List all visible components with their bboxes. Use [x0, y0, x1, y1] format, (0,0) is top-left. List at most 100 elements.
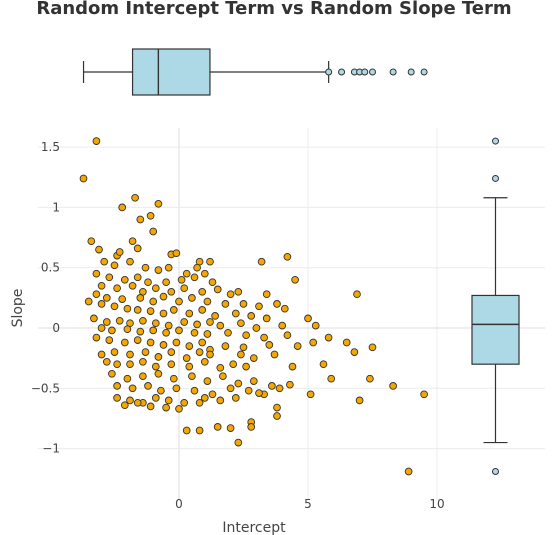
scatter-point	[146, 402, 155, 411]
outlier-point	[492, 137, 499, 145]
scatter-point	[234, 287, 243, 296]
scatter-point	[242, 331, 250, 340]
scatter-point	[92, 290, 101, 299]
scatter-point	[133, 273, 142, 282]
scatter-point	[139, 372, 147, 381]
scatter-point	[159, 341, 168, 349]
scatter-point	[113, 284, 121, 293]
scatter-point	[190, 328, 199, 337]
scatter-point	[206, 257, 214, 266]
scatter-point	[291, 275, 299, 284]
scatter-point	[247, 312, 256, 320]
scatter-point	[123, 374, 132, 383]
scatter-point	[249, 354, 258, 362]
scatter-point	[309, 338, 318, 347]
scatter-point	[136, 215, 145, 224]
scatter-point	[154, 199, 163, 208]
scatter-point	[239, 343, 248, 352]
scatter-point	[293, 342, 302, 350]
scatter-point	[195, 348, 204, 356]
scatter-point	[327, 374, 336, 383]
scatter-point	[273, 412, 281, 420]
outlier-point	[389, 68, 397, 76]
scatter-point	[237, 350, 245, 359]
scatter-point	[249, 377, 258, 385]
scatter-point	[175, 297, 183, 306]
scatter-point	[244, 386, 253, 395]
scatter-point	[213, 285, 222, 294]
scatter-point	[100, 257, 109, 266]
scatter-point	[159, 309, 168, 318]
x-tick-label: 5	[304, 497, 312, 511]
scatter-point	[95, 245, 103, 254]
scatter-point	[133, 306, 142, 314]
scatter-point	[239, 300, 248, 308]
scatter-point	[102, 357, 111, 366]
scatter-point	[133, 398, 142, 407]
scatter-point	[108, 326, 116, 335]
y-tick-label: −0.5	[31, 381, 60, 395]
scatter-point	[115, 316, 124, 325]
scatter-point	[172, 338, 181, 347]
scatter-point	[226, 424, 235, 432]
scatter-point	[288, 362, 297, 371]
scatter-point	[144, 278, 152, 287]
scatter-point	[133, 336, 142, 344]
scatter-point	[234, 379, 243, 388]
scatter-point	[113, 394, 121, 402]
scatter-point	[151, 319, 160, 328]
scatter-point	[126, 360, 134, 369]
scatter-point	[203, 297, 212, 306]
scatter-point	[139, 357, 147, 366]
scatter-point	[120, 338, 129, 347]
scatter-point	[162, 278, 170, 287]
scatter-point	[252, 324, 261, 332]
scatter-point	[247, 423, 256, 431]
scatter-point	[126, 257, 134, 266]
scatter-point	[265, 341, 274, 349]
scatter-point	[164, 396, 173, 405]
scatter-point	[221, 342, 230, 350]
scatter-point	[182, 269, 191, 278]
x-axis-ticks: 0 5 10	[175, 497, 444, 511]
scatter-point	[79, 174, 88, 183]
scatter-point	[200, 357, 209, 366]
scatter-point	[283, 252, 292, 261]
scatter-point	[131, 193, 139, 202]
scatter-point	[182, 354, 191, 362]
scatter-point	[234, 438, 243, 447]
scatter-point	[193, 263, 201, 272]
scatter-point	[270, 350, 279, 359]
scatter-point	[151, 362, 160, 371]
scatter-point	[175, 326, 183, 335]
scatter-point	[286, 380, 294, 389]
scatter-point	[389, 382, 397, 390]
scatter-point	[154, 353, 163, 361]
scatter-point	[149, 227, 158, 236]
scatter-point	[87, 237, 96, 246]
scatter-point	[311, 321, 320, 330]
marginal-box-intercept	[82, 48, 428, 96]
outlier-point	[407, 68, 415, 76]
outlier-point	[492, 468, 499, 476]
y-axis-label: Slope	[10, 289, 26, 328]
scatter-point	[206, 318, 214, 326]
scatter-point	[90, 314, 98, 323]
scatter-point	[319, 360, 328, 369]
scatter-point	[175, 404, 183, 413]
scatter-point	[185, 342, 194, 350]
scatter-point	[216, 321, 225, 330]
scatter-point	[242, 362, 250, 371]
scatter-point	[211, 312, 219, 320]
marginal-box-slope	[471, 137, 520, 476]
outlier-point	[420, 68, 428, 76]
scatter-point	[110, 348, 119, 356]
scatter-point	[268, 382, 276, 390]
scatter-point	[102, 318, 111, 326]
scatter-point	[146, 338, 155, 347]
scatter-point	[128, 281, 137, 290]
scatter-point	[154, 369, 163, 378]
scatter-point	[141, 348, 150, 356]
scatter-point	[198, 306, 207, 314]
